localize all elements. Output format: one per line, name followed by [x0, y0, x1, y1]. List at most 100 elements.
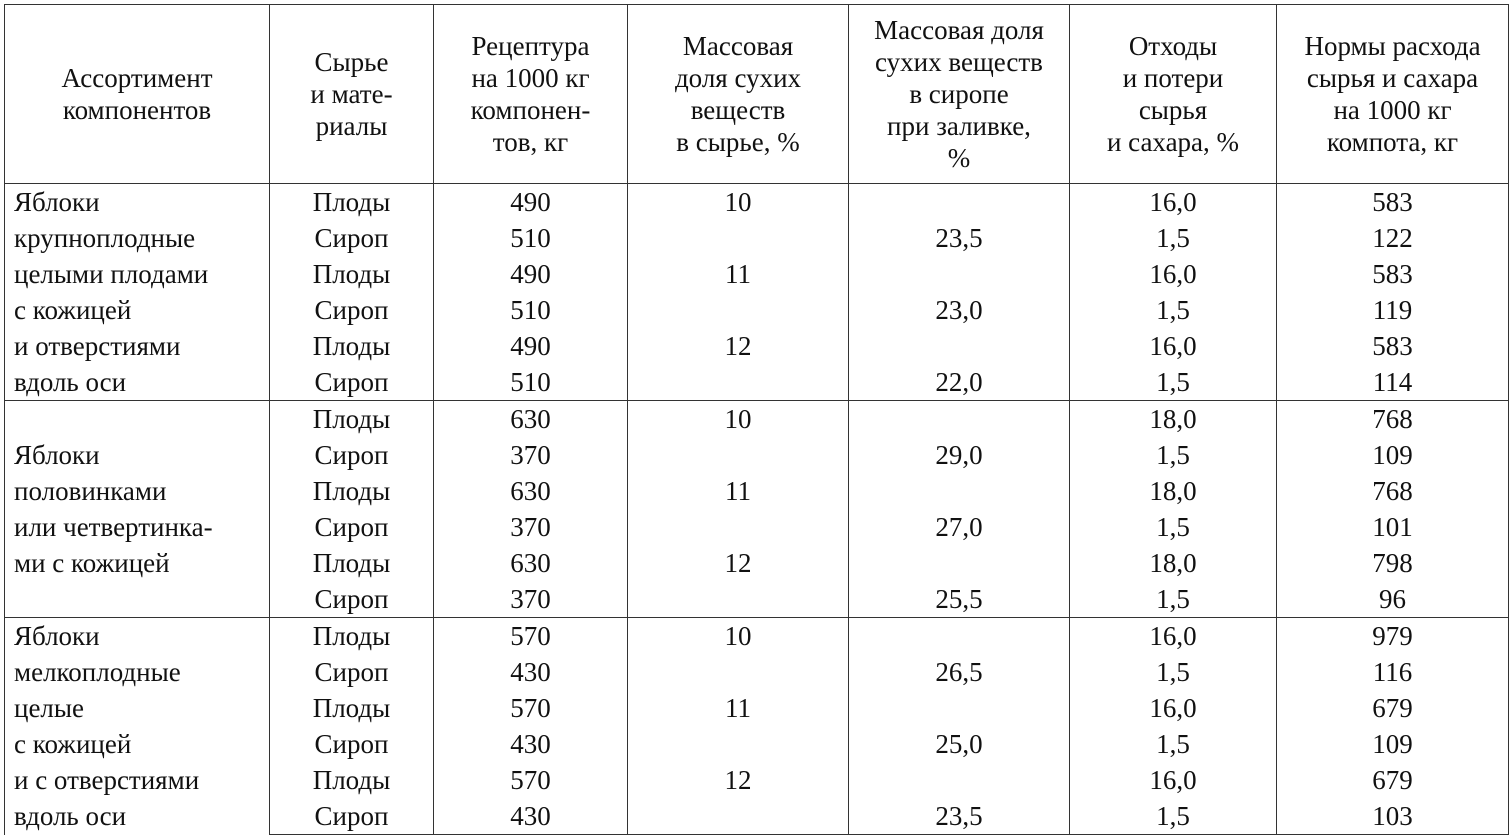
norm-cell: 109 — [1276, 726, 1509, 762]
recipe-cell: 430 — [433, 654, 628, 690]
waste-cell: 1,5 — [1069, 292, 1277, 328]
waste-cell: 18,0 — [1069, 545, 1277, 581]
table-row: Яблоки крупноплодные целыми плодами с ко… — [4, 183, 1509, 401]
table-row: Плоды 570 11 16,0 679 — [5, 690, 1509, 726]
norm-cell: 116 — [1276, 654, 1509, 690]
materials-cell: Плоды — [269, 545, 434, 581]
dry-matter-syrup-cell — [848, 473, 1070, 509]
dry-matter-syrup-cell — [848, 256, 1070, 292]
waste-cell: 1,5 — [1069, 726, 1277, 762]
norm-cell: 583 — [1276, 256, 1509, 292]
waste-cell: 18,0 — [1069, 400, 1277, 437]
materials-cell: Сироп — [269, 726, 434, 762]
materials-cell: Сироп — [269, 654, 434, 690]
recipe-cell: 510 — [433, 364, 628, 401]
dry-matter-syrup-cell: 23,5 — [848, 220, 1070, 256]
table-row: Плоды 490 12 16,0 583 — [5, 328, 1509, 364]
table-row: Сироп 370 29,0 1,5 109 — [5, 437, 1509, 473]
recipe-cell: 630 — [433, 545, 628, 581]
dry-matter-syrup-cell: 26,5 — [848, 654, 1070, 690]
dry-matter-syrup-cell — [848, 328, 1070, 364]
norm-cell: 103 — [1276, 798, 1509, 835]
table-row: Сироп 430 25,0 1,5 109 — [5, 726, 1509, 762]
materials-cell: Плоды — [269, 328, 434, 364]
dry-matter-raw-cell: 12 — [627, 328, 849, 364]
norm-cell: 583 — [1276, 328, 1509, 364]
header-consumption-norms: Нормы расхода сырья и сахара на 1000 кг … — [1276, 4, 1509, 184]
dry-matter-syrup-cell — [848, 762, 1070, 798]
header-assortment: Ассортимент компонентов — [4, 4, 270, 184]
dry-matter-syrup-cell: 23,0 — [848, 292, 1070, 328]
dry-matter-raw-cell — [627, 581, 849, 618]
materials-cell: Сироп — [269, 581, 434, 618]
table-row: Сироп 510 23,5 1,5 122 — [5, 220, 1509, 256]
materials-cell: Плоды — [269, 256, 434, 292]
materials-cell: Сироп — [269, 798, 434, 835]
header-dry-matter-syrup: Массовая доля сухих веществ в сиропе при… — [848, 4, 1070, 184]
recipe-cell: 570 — [433, 690, 628, 726]
materials-cell: Сироп — [269, 292, 434, 328]
dry-matter-syrup-cell: 23,5 — [848, 798, 1070, 835]
dry-matter-raw-cell: 11 — [627, 256, 849, 292]
dry-matter-raw-cell — [627, 220, 849, 256]
recipe-cell: 370 — [433, 509, 628, 545]
dry-matter-syrup-cell: 22,0 — [848, 364, 1070, 401]
waste-cell: 16,0 — [1069, 183, 1277, 220]
waste-cell: 1,5 — [1069, 509, 1277, 545]
recipe-cell: 370 — [433, 581, 628, 618]
materials-cell: Сироп — [269, 509, 434, 545]
table-body: Яблоки крупноплодные целыми плодами с ко… — [4, 183, 1509, 835]
header-row: Ассортимент компонентов Сырье и мате- ри… — [4, 4, 1509, 184]
recipe-cell: 570 — [433, 617, 628, 654]
header-materials: Сырье и мате- риалы — [269, 4, 434, 184]
dry-matter-raw-cell — [627, 292, 849, 328]
waste-cell: 16,0 — [1069, 617, 1277, 654]
dry-matter-syrup-cell: 27,0 — [848, 509, 1070, 545]
norm-cell: 114 — [1276, 364, 1509, 401]
recipe-norms-table: Ассортимент компонентов Сырье и мате- ри… — [4, 4, 1509, 835]
recipe-cell: 490 — [433, 328, 628, 364]
waste-cell: 16,0 — [1069, 690, 1277, 726]
materials-cell: Плоды — [269, 183, 434, 220]
assortment-name-cell: Яблоки мелкоплодные целые с кожицей и с … — [4, 617, 270, 835]
materials-cell: Сироп — [269, 364, 434, 401]
recipe-cell: 510 — [433, 292, 628, 328]
norm-cell: 679 — [1276, 690, 1509, 726]
table-row: Сироп 430 23,5 1,5 103 — [5, 798, 1509, 835]
dry-matter-syrup-cell — [848, 400, 1070, 437]
recipe-cell: 570 — [433, 762, 628, 798]
norm-cell: 96 — [1276, 581, 1509, 618]
dry-matter-syrup-cell: 25,0 — [848, 726, 1070, 762]
table-row: Сироп 370 25,5 1,5 96 — [5, 581, 1509, 618]
norm-cell: 109 — [1276, 437, 1509, 473]
norm-cell: 122 — [1276, 220, 1509, 256]
dry-matter-raw-cell: 12 — [627, 545, 849, 581]
header-recipe: Рецептура на 1000 кг компонен- тов, кг — [433, 4, 628, 184]
waste-cell: 1,5 — [1069, 437, 1277, 473]
table-row: Сироп 510 23,0 1,5 119 — [5, 292, 1509, 328]
recipe-cell: 490 — [433, 183, 628, 220]
norm-cell: 119 — [1276, 292, 1509, 328]
dry-matter-raw-cell — [627, 509, 849, 545]
table-row: Сироп 510 22,0 1,5 114 — [5, 364, 1509, 401]
dry-matter-raw-cell — [627, 437, 849, 473]
dry-matter-syrup-cell — [848, 690, 1070, 726]
dry-matter-raw-cell: 10 — [627, 400, 849, 437]
table-row: Плоды 490 11 16,0 583 — [5, 256, 1509, 292]
norm-cell: 979 — [1276, 617, 1509, 654]
dry-matter-raw-cell: 11 — [627, 690, 849, 726]
header-dry-matter-raw: Массовая доля сухих веществ в сырье, % — [627, 4, 849, 184]
assortment-name-cell: Яблоки половинками или четвертинка- ми с… — [4, 400, 270, 618]
materials-cell: Плоды — [269, 473, 434, 509]
dry-matter-raw-cell: 10 — [627, 183, 849, 220]
table-row: Плоды 570 12 16,0 679 — [5, 762, 1509, 798]
waste-cell: 16,0 — [1069, 328, 1277, 364]
dry-matter-raw-cell — [627, 726, 849, 762]
waste-cell: 1,5 — [1069, 798, 1277, 835]
assortment-name-cell: Яблоки крупноплодные целыми плодами с ко… — [4, 183, 270, 401]
materials-cell: Плоды — [269, 762, 434, 798]
recipe-cell: 510 — [433, 220, 628, 256]
table-row: Сироп 430 26,5 1,5 116 — [5, 654, 1509, 690]
norm-cell: 583 — [1276, 183, 1509, 220]
recipe-cell: 430 — [433, 798, 628, 835]
